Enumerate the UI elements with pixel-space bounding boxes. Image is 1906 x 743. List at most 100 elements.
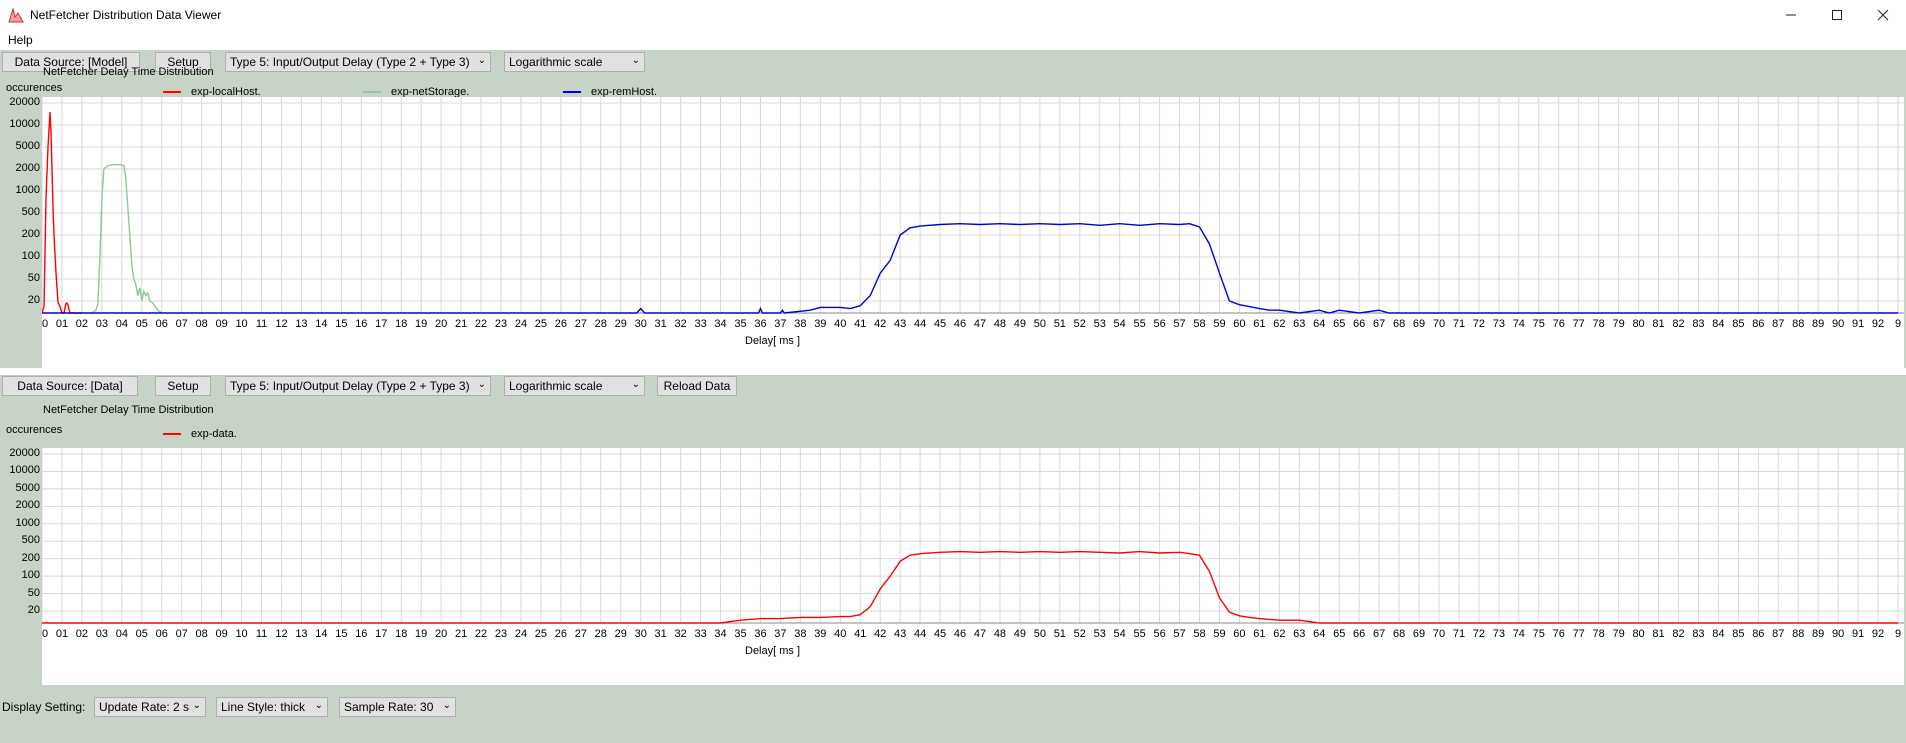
- type-select[interactable]: Type 5: Input/Output Delay (Type 2 + Typ…: [225, 376, 491, 396]
- y-tick-label: 20: [27, 604, 40, 616]
- x-tick-label: 22: [475, 318, 487, 330]
- x-tick-label: 56: [1153, 628, 1165, 640]
- x-tick-label: 44: [914, 628, 926, 640]
- x-tick-label: 58: [1193, 628, 1205, 640]
- type-select[interactable]: Type 5: Input/Output Delay (Type 2 + Typ…: [225, 52, 491, 72]
- x-tick-label: 14: [315, 318, 327, 330]
- x-tick-label: 89: [1812, 318, 1824, 330]
- y-tick-label: 5000: [15, 481, 40, 494]
- setup-button[interactable]: Setup: [155, 376, 211, 396]
- scale-select[interactable]: Logarithmic scale ⌄: [504, 376, 645, 396]
- scale-select-value: Logarithmic scale: [509, 55, 603, 69]
- x-tick-label: 72: [1473, 628, 1485, 640]
- update-rate-select[interactable]: Update Rate: 2 s ⌄: [94, 697, 206, 717]
- maximize-icon: [1832, 10, 1842, 20]
- chart-panel-data: Data Source: [Data] Setup Type 5: Input/…: [0, 375, 1906, 690]
- x-tick-label: 25: [535, 628, 547, 640]
- x-tick-label: 67: [1373, 628, 1385, 640]
- menu-help[interactable]: Help: [8, 33, 33, 47]
- y-tick-label: 500: [21, 534, 40, 547]
- x-tick-label: 17: [375, 628, 387, 640]
- x-tick-label: 24: [515, 318, 527, 330]
- x-tick-label: 08: [196, 628, 208, 640]
- maximize-button[interactable]: [1814, 0, 1860, 30]
- x-tick-label: 10: [235, 318, 247, 330]
- chevron-down-icon: ⌄: [477, 379, 486, 390]
- x-tick-label: 50: [1034, 628, 1046, 640]
- x-tick-label: 89: [1812, 628, 1824, 640]
- x-tick-label: 85: [1732, 628, 1744, 640]
- x-tick-label: 75: [1533, 318, 1545, 330]
- legend-label: exp-localHost.: [191, 86, 261, 98]
- x-tick-label: 79: [1612, 318, 1624, 330]
- data-source-button[interactable]: Data Source: [Model]: [2, 52, 140, 72]
- y-tick-label: 1000: [15, 516, 40, 529]
- x-axis-label: Delay[ ms ]: [745, 645, 801, 657]
- legend-swatch: [563, 91, 581, 93]
- minimize-button[interactable]: [1768, 0, 1814, 30]
- series-line-0: [41, 112, 82, 314]
- chevron-down-icon: ⌄: [631, 379, 640, 390]
- x-tick-label: 01: [56, 318, 68, 330]
- legend-label: exp-netStorage.: [391, 86, 470, 98]
- chart-title: NetFetcher Delay Time Distribution: [43, 404, 214, 416]
- x-tick-label: 33: [694, 628, 706, 640]
- x-tick-label: 9: [1895, 628, 1901, 640]
- x-tick-label: 47: [974, 318, 986, 330]
- x-tick-label: 22: [475, 628, 487, 640]
- chevron-down-icon: ⌄: [192, 700, 201, 711]
- x-tick-label: 91: [1852, 318, 1864, 330]
- x-tick-label: 84: [1712, 318, 1724, 330]
- x-tick-label: 72: [1473, 318, 1485, 330]
- x-tick-label: 62: [1273, 628, 1285, 640]
- x-tick-label: 75: [1533, 628, 1545, 640]
- x-tick-label: 49: [1014, 318, 1026, 330]
- x-tick-label: 06: [156, 628, 168, 640]
- x-tick-label: 70: [1433, 318, 1445, 330]
- x-tick-label: 32: [675, 318, 687, 330]
- scale-select[interactable]: Logarithmic scale ⌄: [504, 52, 645, 72]
- title-bar: NetFetcher Distribution Data Viewer: [0, 0, 1906, 31]
- x-tick-label: 03: [96, 628, 108, 640]
- data-source-button[interactable]: Data Source: [Data]: [2, 376, 138, 396]
- x-tick-label: 76: [1553, 628, 1565, 640]
- y-tick-label: 500: [21, 206, 40, 218]
- x-tick-label: 02: [76, 318, 88, 330]
- x-tick-label: 52: [1074, 318, 1086, 330]
- x-tick-label: 43: [894, 628, 906, 640]
- x-tick-label: 39: [814, 628, 826, 640]
- line-style-select[interactable]: Line Style: thick ⌄: [216, 697, 328, 717]
- x-tick-label: 57: [1173, 318, 1185, 330]
- y-axis-label: occurences: [6, 82, 63, 94]
- x-tick-label: 81: [1652, 318, 1664, 330]
- x-tick-label: 26: [555, 318, 567, 330]
- x-tick-label: 46: [954, 628, 966, 640]
- chart-model-svg: 00 01 02 03 04 05 06 07 08 09 10 11 12 13 14 15 16 17 18 19…: [36, 97, 1904, 330]
- legend-swatch: [163, 91, 181, 93]
- sample-rate-select[interactable]: Sample Rate: 30 ⌄: [339, 697, 456, 717]
- setup-button[interactable]: Setup: [155, 52, 211, 72]
- x-tick-label: 41: [854, 318, 866, 330]
- menu-bar: Help: [0, 30, 1906, 50]
- x-tick-label: 11: [256, 318, 267, 330]
- x-tick-label: 53: [1094, 318, 1106, 330]
- reload-data-button[interactable]: Reload Data: [657, 376, 737, 396]
- x-tick-label: 36: [754, 318, 766, 330]
- type-select-value: Type 5: Input/Output Delay (Type 2 + Typ…: [230, 55, 470, 69]
- x-tick-label: 68: [1393, 628, 1405, 640]
- y-tick-label: 100: [21, 250, 40, 262]
- x-tick-label: 29: [615, 318, 627, 330]
- x-tick-label: 52: [1074, 628, 1086, 640]
- legend-swatch: [163, 433, 181, 435]
- x-tick-label: 40: [834, 318, 846, 330]
- x-tick-label: 28: [595, 318, 607, 330]
- x-tick-label: 69: [1413, 628, 1425, 640]
- close-button[interactable]: [1860, 0, 1906, 30]
- x-tick-label: 49: [1014, 628, 1026, 640]
- x-tick-label: 33: [694, 318, 706, 330]
- x-tick-label: 01: [56, 628, 68, 640]
- legend-swatch: [363, 91, 381, 93]
- x-tick-label: 37: [774, 318, 786, 330]
- x-tick-label: 51: [1054, 628, 1066, 640]
- x-tick-label: 74: [1513, 318, 1525, 330]
